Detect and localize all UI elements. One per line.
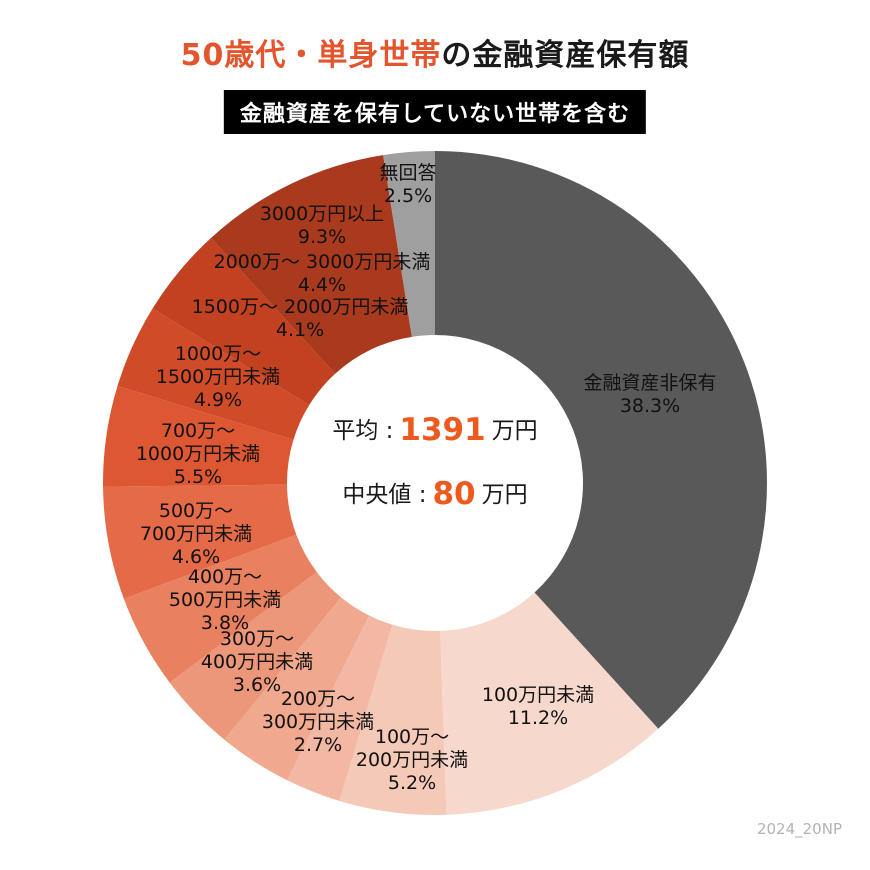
- title-highlight: 50歳代・単身世帯: [180, 38, 442, 73]
- center-stats: 平均 :1391 万円 中央値 :80 万円: [332, 410, 538, 512]
- donut-segment: [339, 624, 447, 815]
- donut-segment: [169, 571, 342, 740]
- median-row: 中央値 :80 万円: [332, 474, 537, 512]
- donut-segment: [103, 484, 297, 599]
- mean-label: 平均 :: [332, 418, 394, 444]
- donut-segment: [152, 237, 336, 406]
- title-rest: の金融資産保有額: [441, 38, 690, 73]
- donut-segment: [224, 597, 370, 781]
- mean-row: 平均 :1391 万円: [332, 410, 538, 448]
- median-label: 中央値 :: [342, 482, 427, 508]
- donut-segment: [123, 534, 317, 683]
- mean-value: 1391: [399, 412, 486, 448]
- donut-segment: [287, 615, 393, 801]
- median-unit: 万円: [481, 482, 528, 508]
- donut-segment: [435, 151, 767, 729]
- donut-segment: [210, 155, 412, 374]
- donut-segment: [383, 151, 435, 337]
- page-title: 50歳代・単身世帯の金融資産保有額: [0, 30, 870, 74]
- median-value: 80: [432, 476, 476, 512]
- donut-segment: [103, 385, 294, 487]
- subtitle-badge: 金融資産を保有していない世帯を含む: [223, 90, 647, 134]
- mean-unit: 万円: [491, 418, 538, 444]
- donut-segment: [117, 308, 310, 440]
- footer-note: 2024_20NP: [756, 820, 842, 838]
- donut-segment: [440, 592, 659, 815]
